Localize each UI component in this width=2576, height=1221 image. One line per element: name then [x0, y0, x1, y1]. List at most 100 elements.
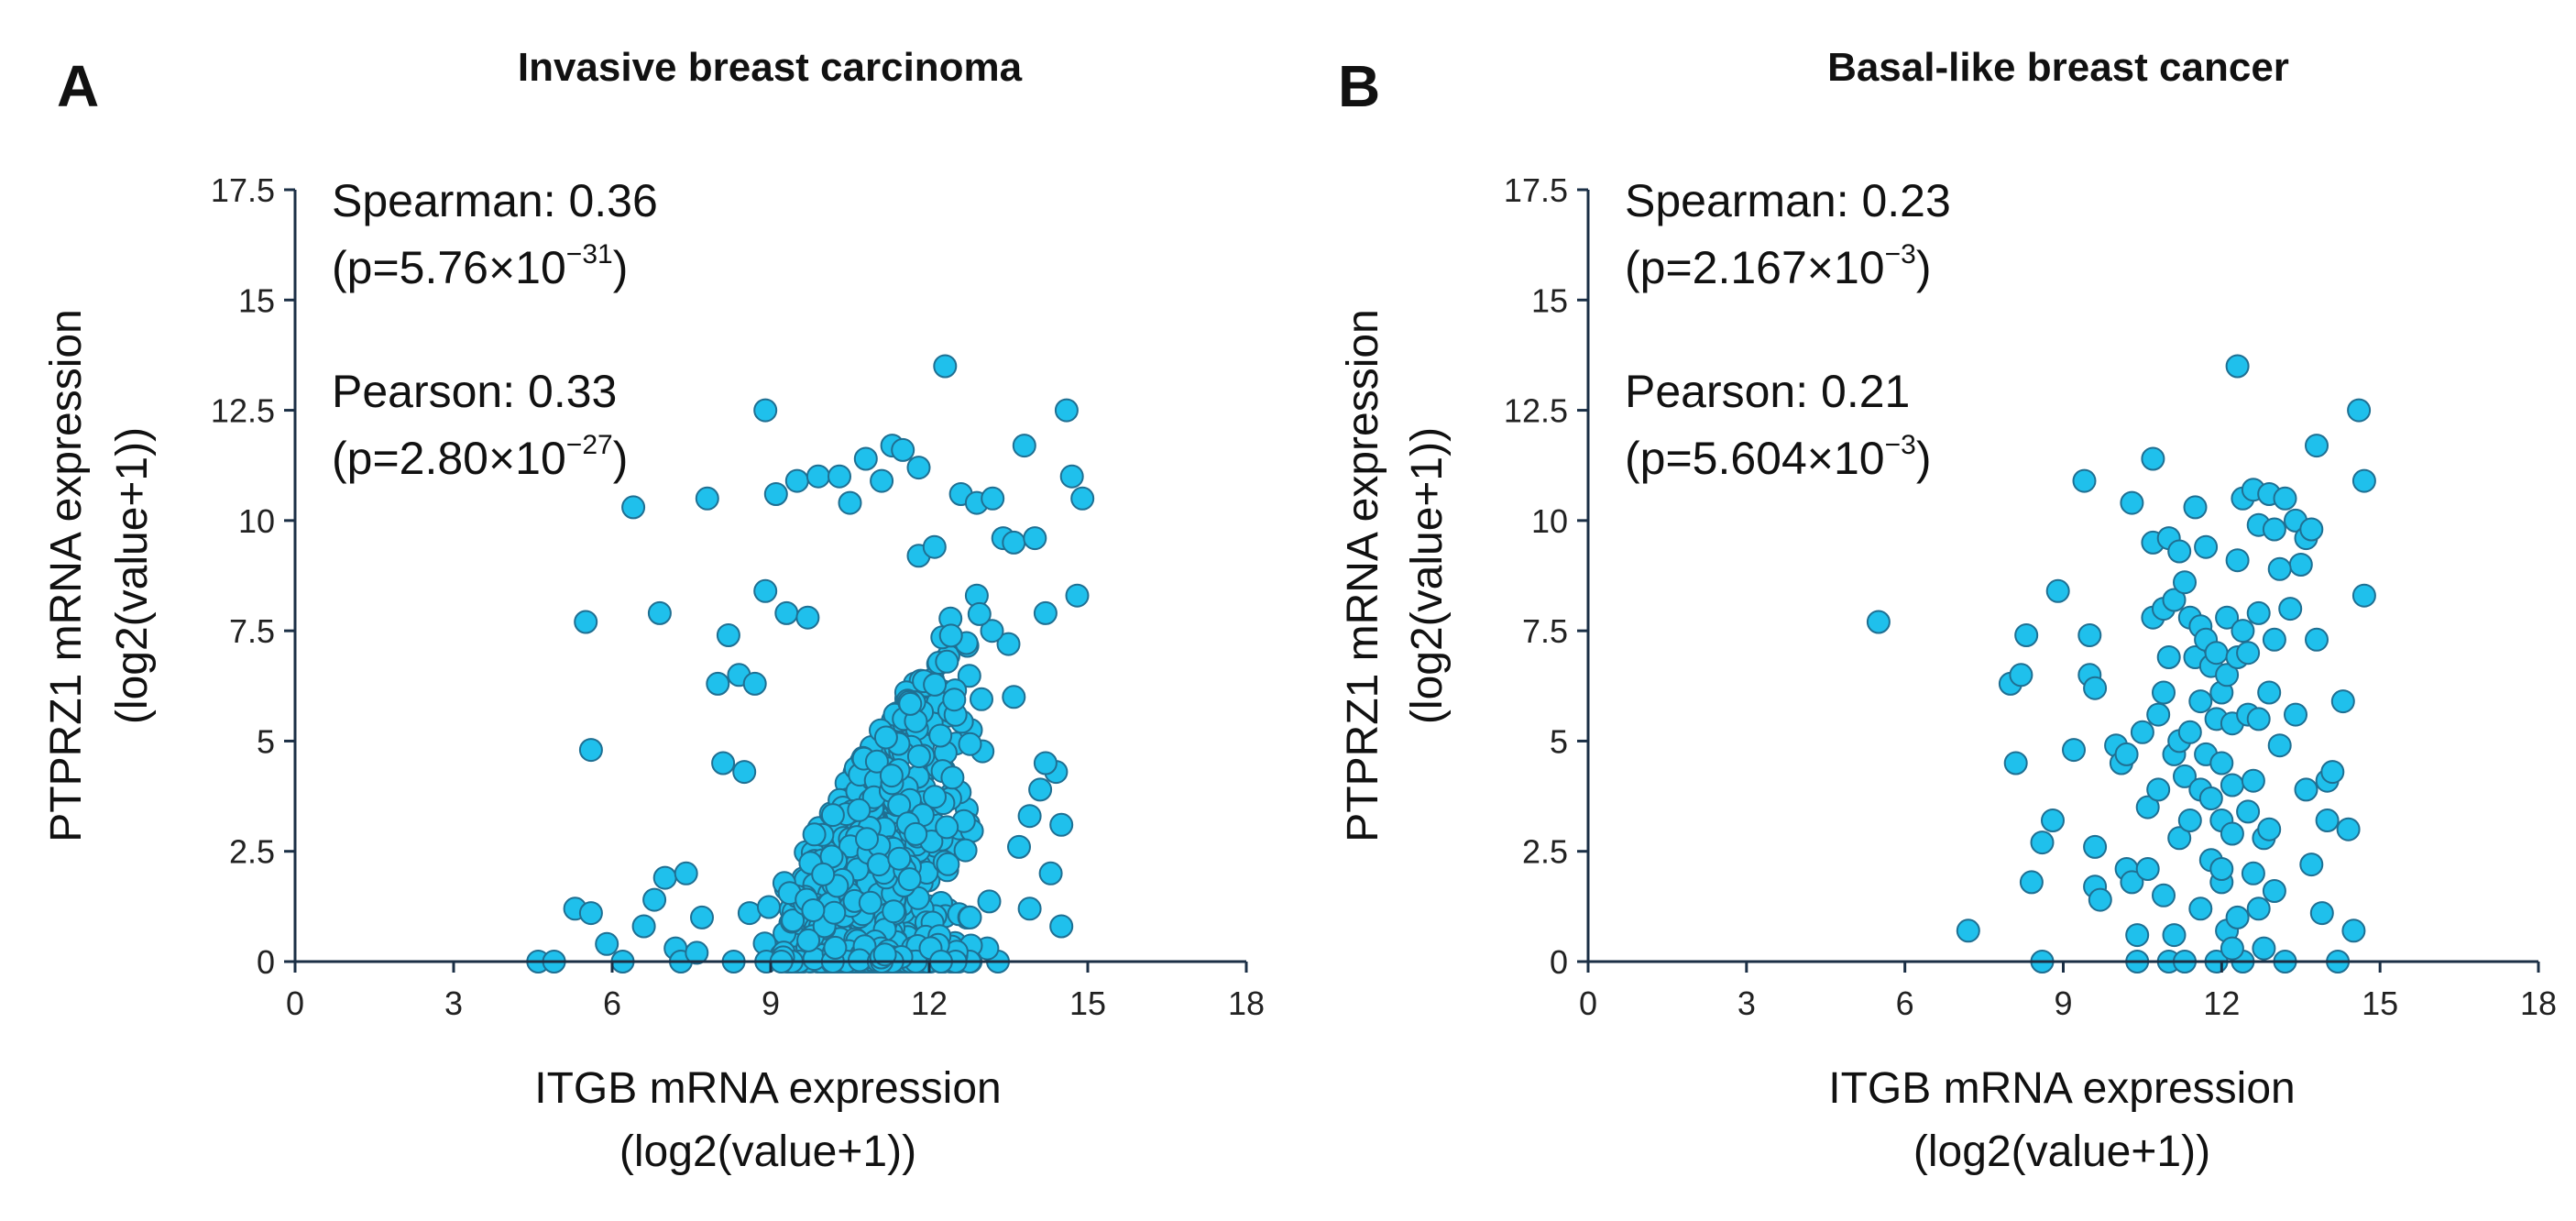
panel-a-xtick-label: 18	[1228, 984, 1265, 1022]
panel-b-data-point	[2041, 808, 2065, 832]
panel-b-data-point	[2341, 918, 2366, 943]
panel-b-data-point	[2309, 901, 2334, 926]
panel-a-xtick-label: 6	[603, 984, 621, 1022]
panel-a-data-point	[801, 898, 826, 922]
panel-a-data-point	[578, 901, 603, 926]
panel-a-data-point	[753, 578, 778, 603]
panel-b-data-point	[2262, 879, 2286, 903]
panel-a-ylabel-1: PTPRZ1 mRNA expression	[42, 309, 91, 842]
panel-b-data-point	[2257, 680, 2282, 705]
panel-a-data-point	[1017, 804, 1042, 829]
panel-a-data-point	[1049, 914, 1074, 939]
panel-a-title: Invasive breast carcinoma	[518, 45, 1023, 90]
panel-b-xtick-label: 15	[2362, 984, 2398, 1022]
panel-a-data-point	[928, 723, 953, 748]
panel-b: B Basal-like breast cancer 0 3 6 9 12 15 18 0 2.…	[1338, 45, 2557, 1176]
panel-a-ytick-label: 17.5	[211, 171, 275, 209]
panel-b-xtick-label: 0	[1579, 984, 1597, 1022]
panel-b-data-point	[2241, 861, 2265, 886]
panel-a-data-point	[706, 671, 730, 696]
panel-b-data-point	[2009, 663, 2033, 688]
panel-a-pearson: Pearson: 0.33	[332, 366, 617, 417]
panel-b-ytick-label: 15	[1531, 281, 1568, 319]
panel-b-data-point	[2336, 817, 2361, 842]
panel-a-data-point	[823, 935, 848, 960]
panel-b-points	[1866, 354, 2376, 974]
panel-a-data-point	[753, 398, 778, 423]
panel-b-data-point	[2220, 773, 2244, 798]
panel-a-pearson-p: (p=2.80×10−27)	[332, 430, 628, 484]
panel-a-data-point	[822, 900, 847, 925]
panel-a-ylabel-2: (log2(value+1))	[108, 427, 157, 724]
panel-a-data-point	[867, 852, 891, 877]
panel-a-data-point	[1007, 834, 1031, 859]
panel-b-data-point	[2267, 733, 2292, 758]
panel-a-data-point	[957, 664, 981, 688]
panel-a-data-point	[864, 749, 889, 774]
panel-a-data-point	[958, 905, 982, 930]
panel-b-pearson-p: (p=5.604×10−3)	[1625, 430, 1931, 484]
panel-a-data-point	[652, 865, 677, 890]
panel-b-data-point	[2162, 588, 2187, 612]
panel-b-data-point	[2156, 645, 2181, 669]
panel-a-data-point	[1038, 861, 1063, 886]
panel-a-data-point	[970, 687, 993, 711]
panel-a-data-point	[796, 928, 821, 952]
panel-b-data-point	[2257, 817, 2282, 842]
panel-b-data-point	[2299, 517, 2324, 542]
panel-b-label: B	[1338, 53, 1380, 119]
panel-a-data-point	[958, 732, 982, 756]
panel-a-data-point	[631, 914, 656, 939]
panel-b-data-point	[2146, 777, 2171, 802]
panel-a-ytick-label: 10	[238, 502, 275, 540]
panel-b-xtick-label: 6	[1896, 984, 1914, 1022]
panel-b-data-point	[2246, 707, 2271, 732]
panel-a-xtick-label: 3	[444, 984, 463, 1022]
panel-b-data-point	[2288, 553, 2313, 577]
panel-a-data-point	[647, 600, 672, 625]
panel-a-data-point	[621, 495, 646, 520]
panel-a-data-point	[1002, 530, 1026, 555]
panel-a-ytick-label: 0	[257, 943, 275, 981]
panel-b-data-point	[2209, 857, 2234, 881]
panel-b-xtick-label: 12	[2203, 984, 2240, 1022]
panel-b-data-point	[2225, 548, 2250, 573]
panel-a-data-point	[1059, 464, 1084, 489]
panel-b-data-point	[2062, 738, 2086, 763]
panel-b-data-point	[2083, 676, 2108, 700]
panel-b-xtick-label: 9	[2054, 984, 2072, 1022]
panel-b-data-point	[2130, 720, 2154, 744]
panel-a-spearman-p: (p=5.76×10−31)	[332, 239, 628, 293]
panel-a-data-point	[996, 632, 1021, 656]
panel-b-data-point	[2315, 808, 2340, 832]
panel-a-xtick-label: 15	[1069, 984, 1106, 1022]
panel-b-data-point	[2173, 570, 2197, 595]
panel-a-data-point	[1012, 434, 1036, 458]
panel-b-data-point	[2019, 870, 2044, 895]
panel-a-data-point	[936, 852, 960, 876]
panel-a-data-point	[938, 623, 963, 648]
panel-a-ytick-label: 12.5	[211, 392, 275, 430]
panel-b-data-point	[2267, 556, 2292, 581]
panel-a-data-point	[1028, 777, 1053, 802]
panel-b-data-point	[2299, 852, 2324, 877]
panel-a-data-point	[806, 464, 830, 489]
panel-b-ylabel-1: PTPRZ1 mRNA expression	[1339, 309, 1387, 842]
panel-a-data-point	[784, 468, 809, 493]
panel-b-spearman: Spearman: 0.23	[1625, 175, 1951, 226]
panel-b-data-point	[2347, 398, 2372, 423]
panel-a-ytick-label: 2.5	[229, 833, 275, 871]
panel-b-data-point	[2167, 826, 2192, 851]
panel-b-data-point	[2294, 777, 2318, 802]
panel-b-data-point	[1956, 918, 1980, 943]
panel-b-data-point	[2077, 623, 2102, 647]
panel-a-ytick-label: 7.5	[229, 612, 275, 650]
panel-b-data-point	[2114, 742, 2139, 766]
panel-a-data-point	[1033, 600, 1058, 625]
panel-b-data-point	[2246, 896, 2271, 921]
panel-b-ytick-label: 2.5	[1522, 833, 1568, 871]
panel-b-data-point	[2141, 446, 2165, 471]
panel-b-data-point	[2146, 702, 2171, 727]
